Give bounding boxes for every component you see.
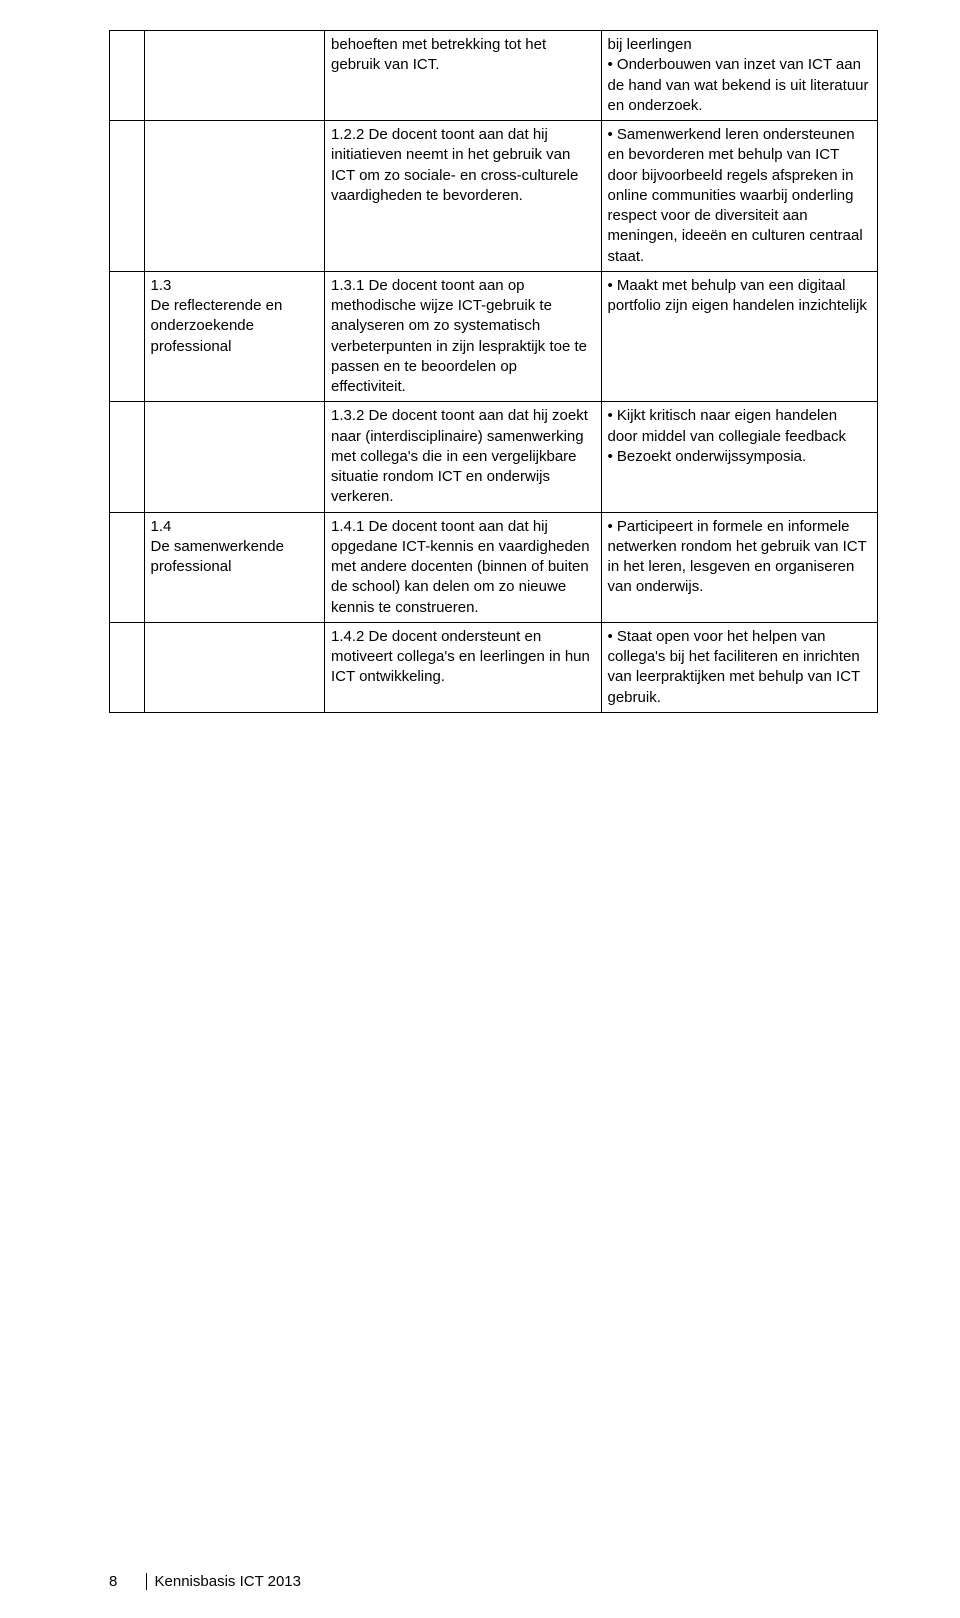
page-number: 8 xyxy=(109,1573,117,1590)
document-page: behoeften met betrekking tot het gebruik… xyxy=(0,0,960,1618)
cell-col1 xyxy=(110,31,145,121)
cell-col2 xyxy=(144,622,324,712)
page-footer: 8 Kennisbasis ICT 2013 xyxy=(109,1572,301,1592)
cell-col1 xyxy=(110,121,145,272)
cell-col3: 1.2.2 De docent toont aan dat hij initia… xyxy=(325,121,601,272)
cell-col4: • Kijkt kritisch naar eigen handelen doo… xyxy=(601,402,878,512)
cell-col2: 1.3De reflecterende en onderzoekende pro… xyxy=(144,271,324,402)
cell-col4: • Maakt met behulp van een digitaal port… xyxy=(601,271,878,402)
table-row: 1.2.2 De docent toont aan dat hij initia… xyxy=(110,121,878,272)
cell-col2: 1.4De samenwerkende professional xyxy=(144,512,324,622)
cell-col4: • Samenwerkend leren ondersteunen en bev… xyxy=(601,121,878,272)
cell-col3: behoeften met betrekking tot het gebruik… xyxy=(325,31,601,121)
competency-table: behoeften met betrekking tot het gebruik… xyxy=(109,30,878,713)
table-row: 1.4.2 De docent ondersteunt en motiveert… xyxy=(110,622,878,712)
cell-col4: • Participeert in formele en informele n… xyxy=(601,512,878,622)
cell-col1 xyxy=(110,402,145,512)
footer-doc-title: Kennisbasis ICT 2013 xyxy=(146,1573,301,1590)
cell-col1 xyxy=(110,271,145,402)
cell-col1 xyxy=(110,622,145,712)
cell-col2 xyxy=(144,402,324,512)
table-row: 1.3.2 De docent toont aan dat hij zoekt … xyxy=(110,402,878,512)
cell-col3: 1.4.1 De docent toont aan dat hij opgeda… xyxy=(325,512,601,622)
table-row: 1.3De reflecterende en onderzoekende pro… xyxy=(110,271,878,402)
cell-col3: 1.4.2 De docent ondersteunt en motiveert… xyxy=(325,622,601,712)
cell-col4: • Staat open voor het helpen van collega… xyxy=(601,622,878,712)
cell-col3: 1.3.2 De docent toont aan dat hij zoekt … xyxy=(325,402,601,512)
cell-col1 xyxy=(110,512,145,622)
cell-col2 xyxy=(144,31,324,121)
cell-col3: 1.3.1 De docent toont aan op methodische… xyxy=(325,271,601,402)
cell-col2 xyxy=(144,121,324,272)
table-row: 1.4De samenwerkende professional 1.4.1 D… xyxy=(110,512,878,622)
table-row: behoeften met betrekking tot het gebruik… xyxy=(110,31,878,121)
cell-col4: bij leerlingen• Onderbouwen van inzet va… xyxy=(601,31,878,121)
